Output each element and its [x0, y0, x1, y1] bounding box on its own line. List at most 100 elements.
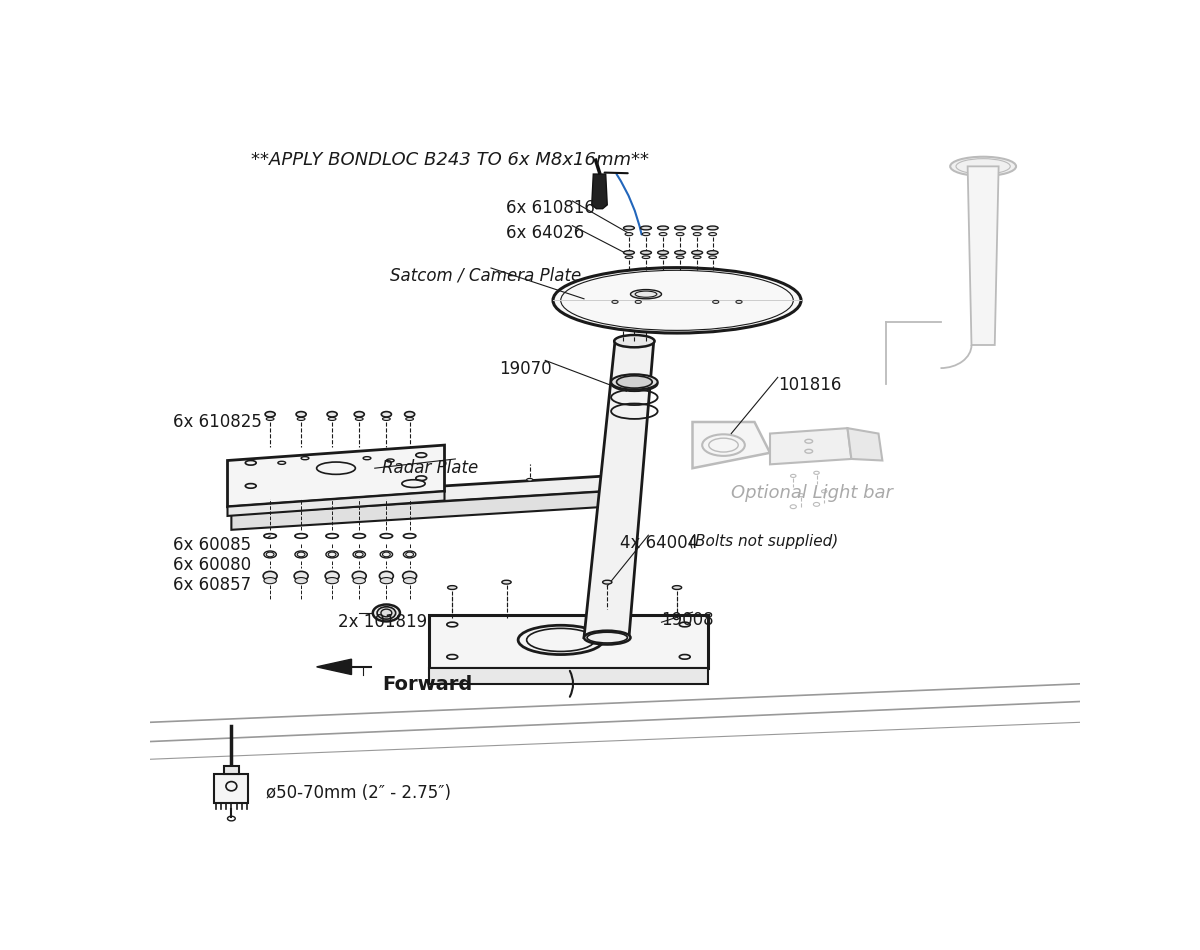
- Polygon shape: [232, 476, 607, 514]
- Polygon shape: [232, 491, 607, 530]
- Ellipse shape: [707, 251, 718, 255]
- Polygon shape: [967, 166, 998, 345]
- Polygon shape: [215, 774, 248, 803]
- Ellipse shape: [658, 226, 668, 230]
- Ellipse shape: [326, 578, 338, 583]
- Ellipse shape: [379, 571, 394, 580]
- Ellipse shape: [502, 580, 511, 584]
- Ellipse shape: [694, 233, 701, 236]
- Ellipse shape: [658, 251, 668, 255]
- Text: Optional Light bar: Optional Light bar: [731, 484, 893, 502]
- Ellipse shape: [602, 580, 612, 584]
- Polygon shape: [592, 174, 607, 209]
- Text: Forward: Forward: [383, 674, 473, 694]
- Text: 2x 101819: 2x 101819: [337, 613, 427, 631]
- Ellipse shape: [553, 268, 802, 333]
- Text: Radar Plate: Radar Plate: [383, 459, 479, 477]
- Ellipse shape: [264, 551, 276, 558]
- Text: **APPLY BONDLOC B243 TO 6x M8x16mm**: **APPLY BONDLOC B243 TO 6x M8x16mm**: [251, 151, 649, 169]
- Ellipse shape: [382, 411, 391, 417]
- Ellipse shape: [674, 251, 685, 255]
- Ellipse shape: [709, 233, 716, 236]
- Polygon shape: [223, 767, 239, 774]
- Ellipse shape: [380, 551, 392, 558]
- Ellipse shape: [373, 604, 400, 621]
- Ellipse shape: [677, 256, 684, 258]
- Ellipse shape: [612, 300, 618, 303]
- Polygon shape: [847, 428, 882, 461]
- Ellipse shape: [353, 551, 366, 558]
- Ellipse shape: [587, 632, 628, 643]
- Ellipse shape: [264, 578, 276, 583]
- Ellipse shape: [611, 374, 658, 390]
- Ellipse shape: [641, 251, 652, 255]
- Text: 6x 610825: 6x 610825: [173, 412, 262, 430]
- Polygon shape: [692, 422, 770, 468]
- Ellipse shape: [328, 411, 337, 417]
- Ellipse shape: [354, 411, 365, 417]
- Ellipse shape: [635, 300, 641, 303]
- Ellipse shape: [266, 417, 274, 421]
- Text: 19070: 19070: [499, 360, 551, 378]
- Polygon shape: [430, 669, 708, 684]
- Ellipse shape: [295, 551, 307, 558]
- Ellipse shape: [403, 578, 416, 583]
- Ellipse shape: [329, 417, 336, 421]
- Ellipse shape: [624, 226, 635, 230]
- Ellipse shape: [294, 571, 308, 580]
- Ellipse shape: [659, 233, 667, 236]
- Text: (Bolts not supplied): (Bolts not supplied): [689, 534, 838, 549]
- Ellipse shape: [353, 578, 366, 583]
- Ellipse shape: [694, 256, 701, 258]
- Text: 6x 60085: 6x 60085: [173, 536, 251, 554]
- Ellipse shape: [527, 479, 533, 481]
- Ellipse shape: [326, 551, 338, 558]
- Ellipse shape: [674, 226, 685, 230]
- Ellipse shape: [406, 417, 414, 421]
- Polygon shape: [228, 491, 444, 516]
- Text: 6x 60080: 6x 60080: [173, 556, 251, 574]
- Ellipse shape: [736, 300, 742, 303]
- Ellipse shape: [263, 571, 277, 580]
- Ellipse shape: [691, 251, 702, 255]
- Ellipse shape: [617, 376, 653, 389]
- Text: 6x 610816: 6x 610816: [506, 199, 595, 217]
- Ellipse shape: [642, 256, 650, 258]
- Ellipse shape: [713, 300, 719, 303]
- Ellipse shape: [642, 233, 650, 236]
- Ellipse shape: [625, 233, 632, 236]
- Ellipse shape: [625, 256, 632, 258]
- Ellipse shape: [630, 290, 661, 299]
- Text: 4x 64004: 4x 64004: [619, 534, 697, 552]
- Text: 101816: 101816: [778, 376, 841, 394]
- Ellipse shape: [295, 578, 307, 583]
- Ellipse shape: [380, 578, 392, 583]
- Polygon shape: [584, 341, 654, 637]
- Ellipse shape: [950, 157, 1016, 176]
- Ellipse shape: [353, 571, 366, 580]
- Text: ø50-70mm (2″ - 2.75″): ø50-70mm (2″ - 2.75″): [266, 784, 451, 802]
- Ellipse shape: [296, 411, 306, 417]
- Ellipse shape: [404, 411, 415, 417]
- Text: 6x 64026: 6x 64026: [506, 224, 584, 242]
- Polygon shape: [228, 446, 444, 506]
- Ellipse shape: [584, 631, 630, 644]
- Ellipse shape: [672, 585, 682, 589]
- Ellipse shape: [709, 256, 716, 258]
- Ellipse shape: [403, 571, 416, 580]
- Ellipse shape: [677, 233, 684, 236]
- Ellipse shape: [298, 417, 305, 421]
- Ellipse shape: [355, 417, 364, 421]
- Ellipse shape: [325, 571, 340, 580]
- Ellipse shape: [691, 226, 702, 230]
- Text: 6x 60857: 6x 60857: [173, 576, 251, 594]
- Ellipse shape: [383, 417, 390, 421]
- Ellipse shape: [377, 607, 396, 619]
- Polygon shape: [770, 428, 851, 465]
- Ellipse shape: [448, 585, 457, 589]
- Ellipse shape: [403, 551, 416, 558]
- Ellipse shape: [265, 411, 275, 417]
- Ellipse shape: [641, 226, 652, 230]
- Ellipse shape: [624, 251, 635, 255]
- Ellipse shape: [707, 226, 718, 230]
